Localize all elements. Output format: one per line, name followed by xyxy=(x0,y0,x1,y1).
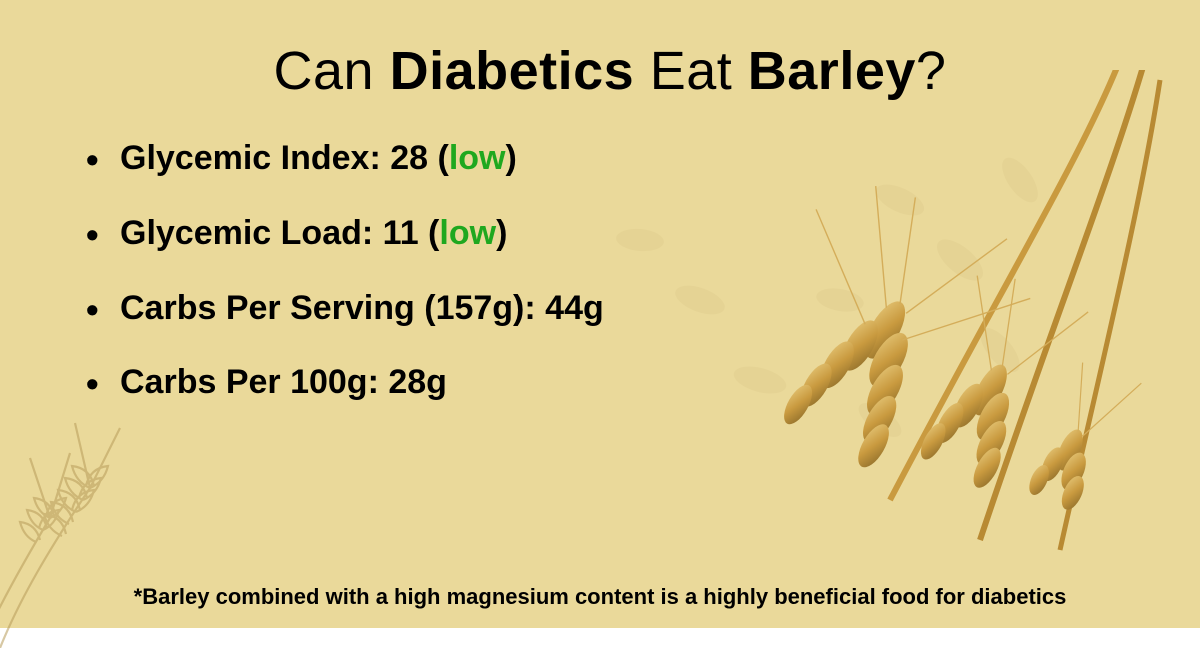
fact-value: 28g xyxy=(388,363,447,401)
fact-carbs-serving: Carbs Per Serving (157g): 44g xyxy=(120,288,1140,329)
fact-label: Glycemic Index: xyxy=(120,139,381,177)
fact-label: Glycemic Load: xyxy=(120,214,373,252)
fact-label: Carbs Per 100g: xyxy=(120,363,379,401)
wheat-lineart-icon xyxy=(0,408,220,648)
fact-qualifier: low xyxy=(439,214,496,252)
page-title: Can Diabetics Eat Barley? xyxy=(80,40,1140,102)
fact-qualifier: low xyxy=(449,139,506,177)
title-bold1: Diabetics xyxy=(390,41,635,101)
title-bold2: Barley xyxy=(748,41,916,101)
fact-glycemic-load: Glycemic Load: 11 (low) xyxy=(120,213,1140,254)
fact-glycemic-index: Glycemic Index: 28 (low) xyxy=(120,138,1140,179)
title-part2: Eat xyxy=(634,41,748,101)
fact-label: Carbs Per Serving (157g): xyxy=(120,289,536,327)
fact-value: 11 xyxy=(383,214,419,252)
fact-value: 28 xyxy=(390,139,428,177)
title-part1: Can xyxy=(274,41,390,101)
fact-value: 44g xyxy=(545,289,604,327)
footnote-text: *Barley combined with a high magnesium c… xyxy=(0,584,1200,610)
title-part3: ? xyxy=(916,41,947,101)
facts-list: Glycemic Index: 28 (low) Glycemic Load: … xyxy=(80,138,1140,403)
fact-carbs-100g: Carbs Per 100g: 28g xyxy=(120,362,1140,403)
infographic-card: Can Diabetics Eat Barley? Glycemic Index… xyxy=(0,0,1200,628)
